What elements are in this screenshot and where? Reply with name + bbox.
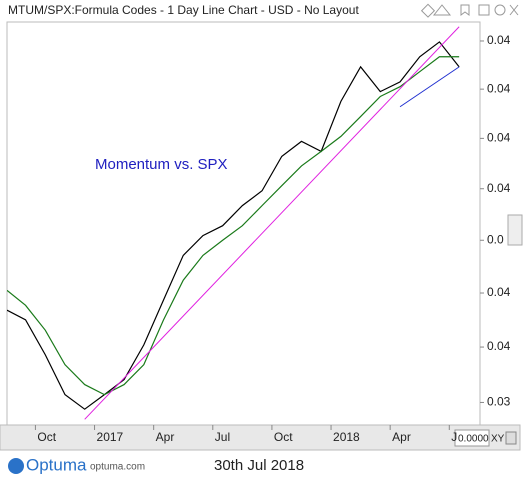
series-line	[7, 41, 460, 410]
x-tick-label: Apr	[392, 430, 411, 444]
x-tick-label: 2017	[97, 430, 124, 444]
brand: Optuma	[26, 455, 87, 474]
x-axis-band	[0, 424, 521, 451]
scroll-handle[interactable]	[507, 214, 523, 246]
readout-box[interactable]	[454, 429, 490, 447]
mode[interactable]: XY	[491, 434, 505, 445]
x-tick-label: J	[451, 430, 457, 444]
site: optuma.com	[90, 462, 145, 473]
chart-title: MTUM/SPX:Formula Codes - 1 Day Line Char…	[8, 3, 359, 17]
date: 30th Jul 2018	[214, 457, 304, 474]
x-tick-label: 2018	[333, 430, 360, 444]
y-tick-label: 0.04	[487, 33, 511, 47]
x-tick-label: Jul	[215, 430, 230, 444]
lock-icon[interactable]	[505, 431, 517, 445]
y-tick-label: 0.03	[487, 395, 511, 409]
x-tick-label: Apr	[156, 430, 175, 444]
series-line	[7, 56, 460, 396]
y-tick-label: 0.04	[487, 339, 511, 353]
y-tick-label: 0.0	[487, 232, 504, 246]
y-tick-label: 0.04	[487, 181, 511, 195]
logo-mark	[8, 458, 24, 474]
trendline	[84, 26, 460, 420]
annotation: Momentum vs. SPX	[95, 156, 228, 173]
toolbar-icons[interactable]	[420, 3, 519, 18]
readout: 0.0000	[458, 434, 489, 445]
x-tick-label: Oct	[37, 430, 56, 444]
x-tick-label: Oct	[274, 430, 293, 444]
y-tick-label: 0.04	[487, 81, 511, 95]
trendline	[399, 66, 460, 108]
y-tick-label: 0.04	[487, 131, 511, 145]
y-tick-label: 0.04	[487, 285, 511, 299]
